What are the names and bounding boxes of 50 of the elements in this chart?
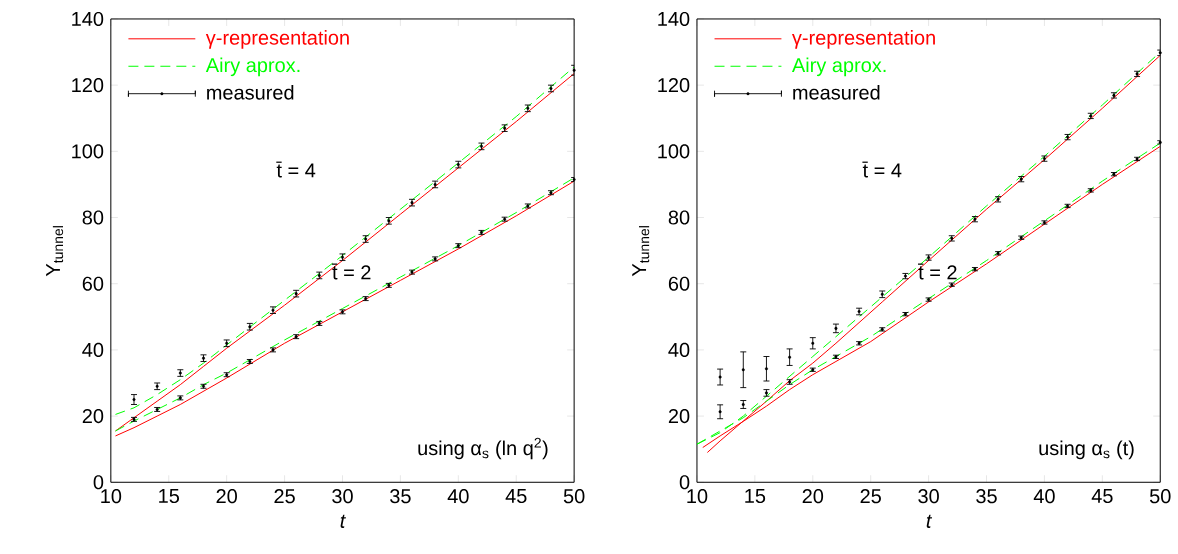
x-tick-label: 20 (216, 489, 237, 504)
annotation: t̄ = 2 (331, 263, 371, 280)
y-tick-label: 0 (93, 475, 104, 490)
x-tick-label: 35 (976, 489, 997, 504)
annotation: t̄ = 4 (276, 161, 316, 178)
x-tick-label: 10 (687, 489, 708, 504)
x-tick-label: 50 (1149, 489, 1171, 504)
x-axis-title: t (340, 514, 346, 528)
x-tick-label: 30 (918, 489, 939, 504)
legend-label: γ-representation (205, 30, 349, 49)
x-tick-label: 50 (563, 489, 585, 504)
x-tick-label: 20 (802, 489, 824, 504)
legend-label: Airy aprox. (205, 57, 300, 77)
legend-label: measured (793, 84, 880, 100)
legend-label: γ-representation (791, 30, 935, 49)
y-tick-label: 20 (82, 408, 104, 424)
y-tick-label: 80 (82, 210, 104, 225)
x-tick-label: 40 (1033, 489, 1055, 504)
y-tick-label: 80 (668, 210, 690, 225)
annotation: using α$_{s}$ (t) (1039, 440, 1134, 460)
annotation: using α$_{s}$ (ln q$^{2}$) (418, 437, 548, 460)
x-tick-label: 25 (274, 489, 295, 504)
y-axis-title: Y$_{tunnel}$ (46, 226, 64, 277)
y-tick-label: 120 (658, 78, 690, 93)
y-tick-label: 20 (668, 408, 690, 424)
x-tick-label: 15 (159, 489, 180, 503)
legend-label: Airy aprox. (791, 57, 886, 77)
x-tick-label: 40 (447, 489, 469, 504)
y-tick-label: 40 (82, 342, 104, 357)
annotation: t̄ = 4 (862, 161, 902, 178)
legend-label: measured (207, 84, 294, 100)
y-tick-label: 40 (668, 342, 690, 357)
y-axis-title: Y$_{tunnel}$ (632, 226, 650, 277)
x-tick-label: 10 (101, 489, 122, 504)
y-tick-label: 60 (668, 276, 690, 291)
y-tick-label: 100 (658, 144, 690, 159)
x-tick-label: 25 (860, 489, 881, 504)
x-tick-label: 30 (332, 489, 353, 504)
y-tick-label: 0 (679, 475, 690, 490)
x-tick-label: 45 (1091, 489, 1113, 503)
y-tick-label: 140 (658, 11, 690, 26)
y-tick-label: 120 (72, 78, 104, 93)
y-tick-label: 140 (72, 11, 104, 26)
y-tick-label: 100 (72, 144, 104, 159)
x-tick-label: 35 (390, 489, 411, 504)
annotation: t̄ = 2 (918, 263, 957, 280)
y-tick-label: 60 (82, 276, 104, 291)
x-tick-label: 45 (505, 489, 527, 503)
x-axis-title: t (926, 514, 933, 528)
x-tick-label: 15 (745, 489, 766, 503)
